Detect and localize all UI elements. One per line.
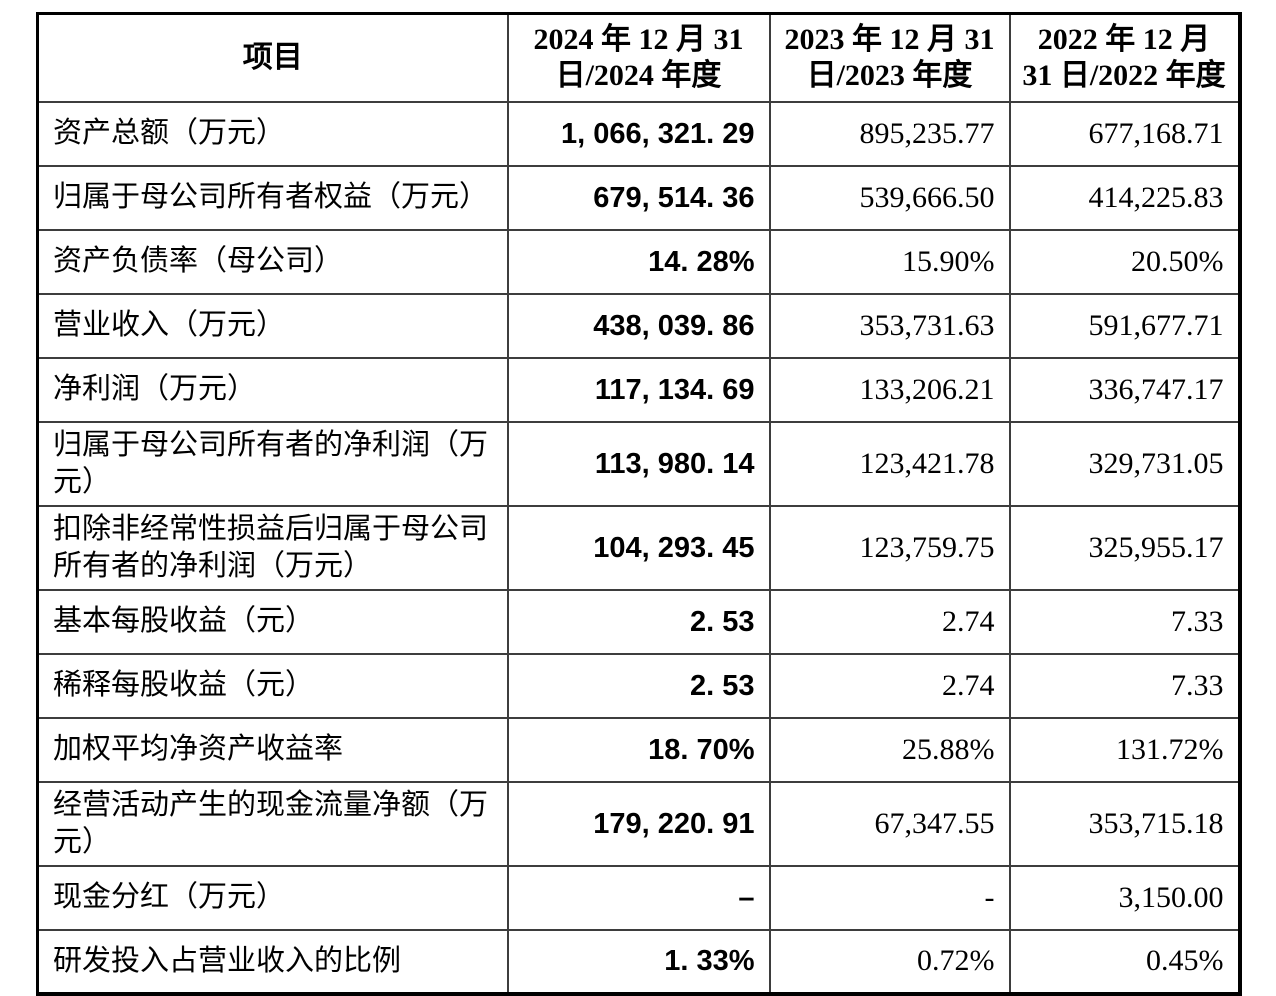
row-label-cell: 经营活动产生的现金流量净额（万元）: [36, 780, 509, 867]
value-cell-2023: 25.88%: [768, 716, 1011, 783]
value-cell-2023: -: [768, 864, 1011, 931]
table-body: 资产总额（万元） 1, 066, 321. 29 895,235.77 677,168…: [36, 100, 1242, 996]
row-label-cell: 净利润（万元）: [36, 356, 509, 423]
value-cell-2023: 2.74: [768, 588, 1011, 655]
row-label-cell: 基本每股收益（元）: [36, 588, 509, 655]
financial-summary-table: 项目 2024 年 12 月 31 日/2024 年度 2023 年 12 月 …: [36, 12, 1242, 996]
table-row: 研发投入占营业收入的比例 1. 33% 0.72% 0.45%: [36, 928, 1242, 996]
row-label-cell: 现金分红（万元）: [36, 864, 509, 931]
row-label-cell: 扣除非经常性损益后归属于母公司所有者的净利润（万元）: [36, 504, 509, 591]
value-cell-2023: 539,666.50: [768, 164, 1011, 231]
value-cell-2024: –: [506, 864, 771, 931]
table-row: 扣除非经常性损益后归属于母公司所有者的净利润（万元） 104, 293. 45 12…: [36, 504, 1242, 591]
table-row: 基本每股收益（元） 2. 53 2.74 7.33: [36, 588, 1242, 655]
value-cell-2022: 325,955.17: [1008, 504, 1242, 591]
value-cell-2022: 131.72%: [1008, 716, 1242, 783]
row-label-cell: 资产负债率（母公司）: [36, 228, 509, 295]
header-2022-column: 2022 年 12 月 31 日/2022 年度: [1008, 12, 1242, 103]
value-cell-2023: 123,759.75: [768, 504, 1011, 591]
value-cell-2022: 336,747.17: [1008, 356, 1242, 423]
value-cell-2022: 20.50%: [1008, 228, 1242, 295]
value-cell-2024: 179, 220. 91: [506, 780, 771, 867]
table-row: 营业收入（万元） 438, 039. 86 353,731.63 591,677.71: [36, 292, 1242, 359]
table-row: 资产负债率（母公司） 14. 28% 15.90% 20.50%: [36, 228, 1242, 295]
table-row: 加权平均净资产收益率 18. 70% 25.88% 131.72%: [36, 716, 1242, 783]
value-cell-2024: 2. 53: [506, 652, 771, 719]
row-label-cell: 研发投入占营业收入的比例: [36, 928, 509, 996]
value-cell-2022: 3,150.00: [1008, 864, 1242, 931]
header-2024-column: 2024 年 12 月 31 日/2024 年度: [506, 12, 771, 103]
row-label-cell: 营业收入（万元）: [36, 292, 509, 359]
table-row: 稀释每股收益（元） 2. 53 2.74 7.33: [36, 652, 1242, 719]
header-2023-column: 2023 年 12 月 31 日/2023 年度: [768, 12, 1011, 103]
value-cell-2023: 2.74: [768, 652, 1011, 719]
value-cell-2023: 0.72%: [768, 928, 1011, 996]
value-cell-2022: 677,168.71: [1008, 100, 1242, 167]
table-row: 归属于母公司所有者的净利润（万元） 113, 980. 14 123,421.78 3…: [36, 420, 1242, 507]
row-label-cell: 归属于母公司所有者权益（万元）: [36, 164, 509, 231]
value-cell-2024: 117, 134. 69: [506, 356, 771, 423]
header-item-column: 项目: [36, 12, 509, 103]
value-cell-2024: 679, 514. 36: [506, 164, 771, 231]
value-cell-2024: 113, 980. 14: [506, 420, 771, 507]
row-label-cell: 加权平均净资产收益率: [36, 716, 509, 783]
value-cell-2022: 7.33: [1008, 652, 1242, 719]
value-cell-2023: 133,206.21: [768, 356, 1011, 423]
value-cell-2022: 0.45%: [1008, 928, 1242, 996]
value-cell-2022: 414,225.83: [1008, 164, 1242, 231]
value-cell-2024: 1, 066, 321. 29: [506, 100, 771, 167]
value-cell-2022: 329,731.05: [1008, 420, 1242, 507]
table-row: 净利润（万元） 117, 134. 69 133,206.21 336,747.17: [36, 356, 1242, 423]
value-cell-2022: 591,677.71: [1008, 292, 1242, 359]
row-label-cell: 资产总额（万元）: [36, 100, 509, 167]
table-row: 现金分红（万元） – -3,150.00: [36, 864, 1242, 931]
value-cell-2023: 123,421.78: [768, 420, 1011, 507]
value-cell-2024: 18. 70%: [506, 716, 771, 783]
value-cell-2023: 895,235.77: [768, 100, 1011, 167]
table-row: 经营活动产生的现金流量净额（万元） 179, 220. 91 67,347.55 35…: [36, 780, 1242, 867]
value-cell-2024: 2. 53: [506, 588, 771, 655]
value-cell-2022: 353,715.18: [1008, 780, 1242, 867]
value-cell-2024: 14. 28%: [506, 228, 771, 295]
value-cell-2024: 104, 293. 45: [506, 504, 771, 591]
table-row: 资产总额（万元） 1, 066, 321. 29 895,235.77 677,168…: [36, 100, 1242, 167]
row-label-cell: 稀释每股收益（元）: [36, 652, 509, 719]
value-cell-2023: 67,347.55: [768, 780, 1011, 867]
value-cell-2023: 15.90%: [768, 228, 1011, 295]
value-cell-2023: 353,731.63: [768, 292, 1011, 359]
value-cell-2024: 1. 33%: [506, 928, 771, 996]
table-header-row: 项目 2024 年 12 月 31 日/2024 年度 2023 年 12 月 …: [36, 12, 1242, 103]
row-label-cell: 归属于母公司所有者的净利润（万元）: [36, 420, 509, 507]
value-cell-2022: 7.33: [1008, 588, 1242, 655]
table-row: 归属于母公司所有者权益（万元） 679, 514. 36 539,666.50 414…: [36, 164, 1242, 231]
value-cell-2024: 438, 039. 86: [506, 292, 771, 359]
